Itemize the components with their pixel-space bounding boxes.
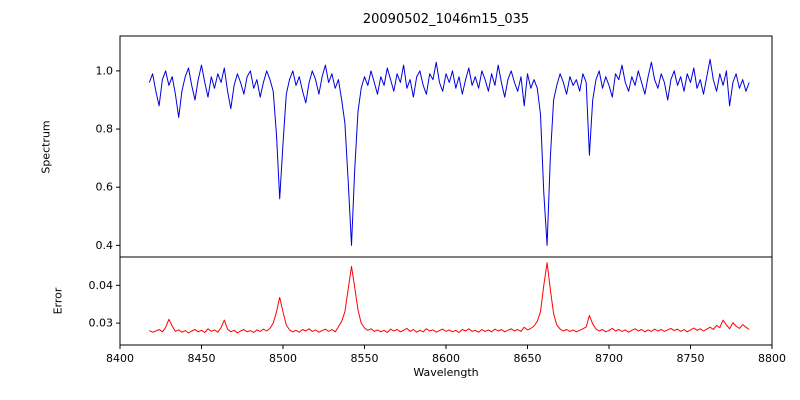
y-axis-label-spectrum: Spectrum [39,120,53,174]
y-tick-label: 0.6 [96,181,114,194]
plot-border [119,35,773,258]
x-tick-label: 8600 [432,352,460,365]
error-line [149,262,750,334]
y-tick-label: 0.03 [89,317,114,330]
x-tick-label: 8650 [514,352,542,365]
spectrum-line [148,58,750,246]
x-tick-label: 8800 [758,352,786,365]
y-tick-label: 1.0 [96,64,114,77]
x-tick-label: 8400 [106,352,134,365]
x-tick-label: 8550 [351,352,379,365]
x-tick-label: 8700 [595,352,623,365]
y-tick-label: 0.04 [89,279,114,292]
x-tick-label: 8750 [677,352,705,365]
x-tick-label: 8450 [188,352,216,365]
y-axis-label-error: Error [51,287,65,315]
y-tick-label: 0.4 [96,239,114,252]
chart-title: 20090502_1046m15_035 [362,12,530,27]
x-tick-label: 8500 [269,352,297,365]
y-tick-label: 0.8 [96,123,114,136]
x-axis-label-wavelength: Wavelength [413,366,479,379]
